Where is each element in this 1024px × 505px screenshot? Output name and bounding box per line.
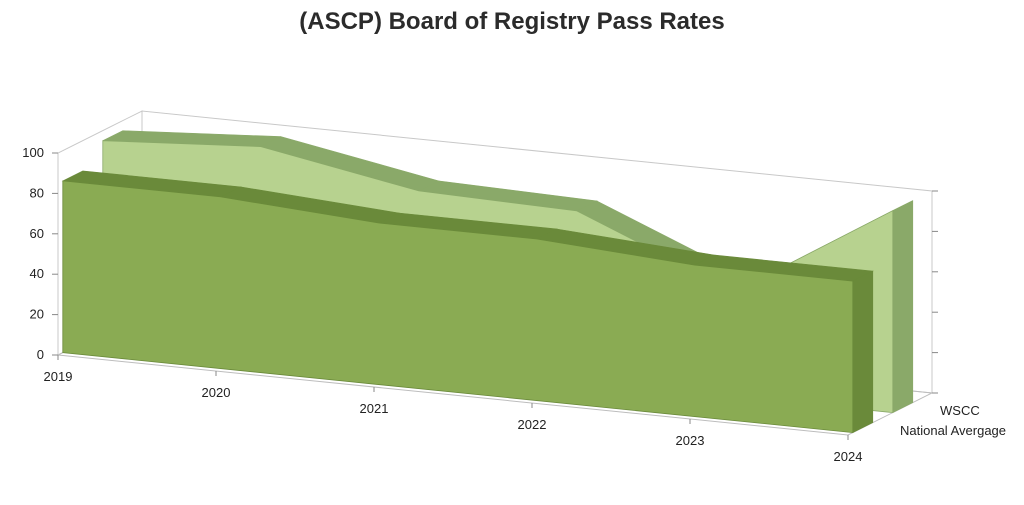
y-tick-label: 0 bbox=[37, 347, 44, 362]
y-tick-label: 80 bbox=[30, 185, 44, 200]
y-tick-label: 60 bbox=[30, 226, 44, 241]
x-tick-label: 2023 bbox=[676, 433, 705, 448]
area-end-cap bbox=[892, 200, 914, 414]
area-front-face bbox=[62, 180, 854, 434]
y-tick-label: 40 bbox=[30, 266, 44, 281]
x-tick-label: 2019 bbox=[44, 369, 73, 384]
x-tick-label: 2021 bbox=[360, 401, 389, 416]
series-national-avergage bbox=[61, 170, 874, 434]
area-end-cap bbox=[852, 270, 874, 434]
y-tick-label: 100 bbox=[22, 145, 44, 160]
x-tick-label: 2024 bbox=[834, 449, 863, 464]
series-label: WSCC bbox=[940, 403, 980, 418]
x-tick-label: 2020 bbox=[202, 385, 231, 400]
series-label: National Avergage bbox=[900, 423, 1006, 438]
x-tick-label: 2022 bbox=[518, 417, 547, 432]
chart-title: (ASCP) Board of Registry Pass Rates bbox=[299, 8, 725, 35]
y-tick-label: 20 bbox=[30, 307, 44, 322]
